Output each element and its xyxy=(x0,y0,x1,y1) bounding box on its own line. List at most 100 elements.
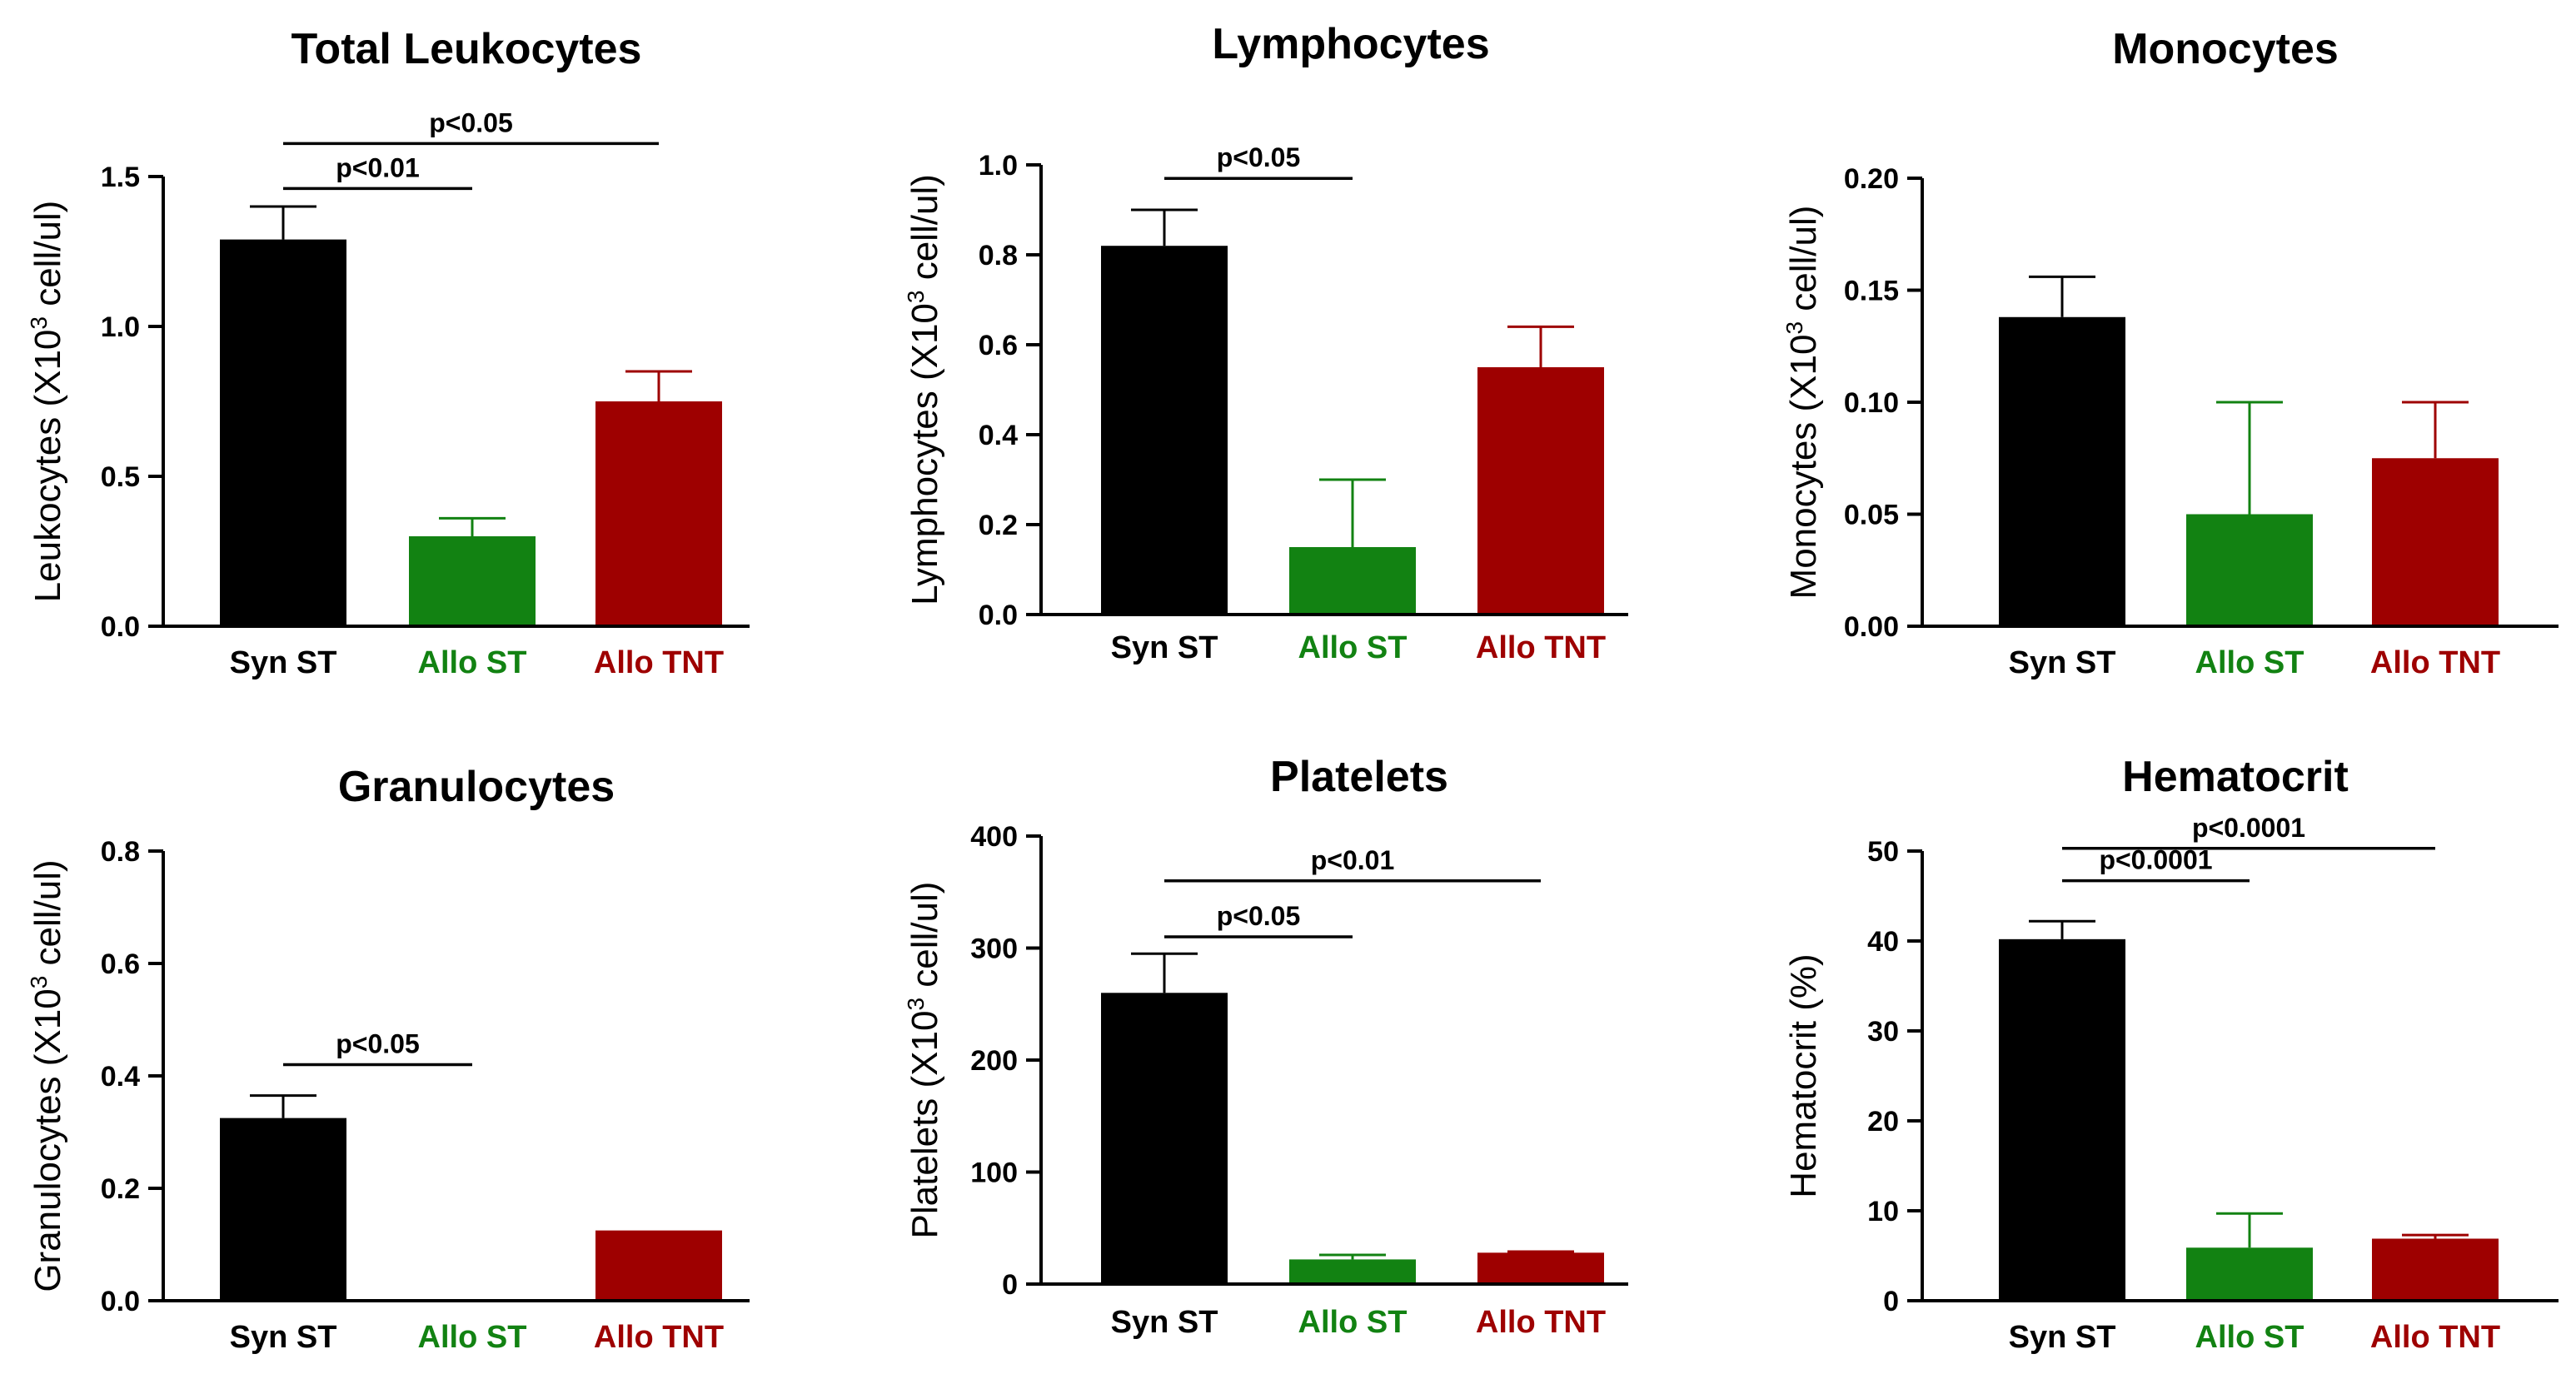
chart-panel-6: Hematocrit Hematocrit (%) 0 10 20 30 40 50 Syn S… xyxy=(1783,753,2559,1355)
y-axis-label-main: Lymphocytes (X10 xyxy=(904,303,945,605)
chart-panel-5: Platelets Platelets (X103 cell/ul) 0 100 200… xyxy=(903,753,1628,1340)
chart-title: Lymphocytes xyxy=(1212,20,1489,68)
y-axis-label-superscript: 3 xyxy=(1781,321,1807,335)
chart-panel-4: Granulocytes Granulocytes (X103 cell/ul) 0… xyxy=(26,763,750,1355)
y-tick-label: 0.6 xyxy=(101,948,140,980)
y-axis-label-superscript: 3 xyxy=(26,976,52,989)
x-category-label: Allo TNT xyxy=(594,645,724,680)
y-axis-label-main: Platelets (X10 xyxy=(904,1011,945,1239)
bar-allo-tnt xyxy=(595,401,722,626)
bar-allo-tnt xyxy=(1477,367,1604,615)
bar-syn-st xyxy=(1101,993,1228,1284)
bar-syn-st xyxy=(1999,938,2125,1301)
p-value-label: p<0.0001 xyxy=(2192,813,2305,843)
y-tick-label: 0.4 xyxy=(979,420,1018,451)
y-axis-label: Monocytes (X103 cell/ul) xyxy=(1781,206,1824,600)
y-tick-label: 0.0 xyxy=(101,1286,140,1317)
chart-panel-2: Lymphocytes Lymphocytes (X103 cell/ul) 0.0… xyxy=(903,20,1628,665)
y-tick-label: 1.0 xyxy=(101,311,140,343)
bar-allo-st xyxy=(2186,514,2313,626)
y-tick-label: 0.05 xyxy=(1844,500,1899,531)
x-category-label: Allo ST xyxy=(2195,645,2304,680)
x-category-label: Allo TNT xyxy=(1476,630,1606,665)
y-axis-label: Lymphocytes (X103 cell/ul) xyxy=(903,174,945,605)
p-value-label: p<0.01 xyxy=(1311,845,1395,875)
y-tick-label: 10 xyxy=(1867,1196,1899,1227)
x-category-label: Allo ST xyxy=(418,1320,527,1355)
y-tick-label: 100 xyxy=(970,1157,1018,1189)
y-tick-label: 50 xyxy=(1867,836,1899,868)
bar-allo-st xyxy=(2186,1247,2313,1301)
bar-allo-tnt xyxy=(2372,458,2499,626)
x-category-label: Allo ST xyxy=(1298,1305,1408,1340)
y-tick-label: 0.00 xyxy=(1844,611,1899,643)
bar-syn-st xyxy=(220,1118,346,1301)
x-category-label: Allo TNT xyxy=(2370,645,2500,680)
x-category-label: Allo TNT xyxy=(2370,1320,2500,1355)
bar-allo-tnt xyxy=(595,1230,722,1301)
x-category-label: Allo ST xyxy=(2195,1320,2304,1355)
y-tick-label: 30 xyxy=(1867,1016,1899,1048)
x-category-label: Syn ST xyxy=(2009,1320,2116,1355)
y-tick-label: 0.2 xyxy=(101,1173,140,1205)
y-tick-label: 40 xyxy=(1867,926,1899,958)
bar-syn-st xyxy=(220,239,346,626)
chart-title: Platelets xyxy=(1270,753,1448,801)
y-tick-label: 0.8 xyxy=(101,836,140,868)
x-category-label: Allo ST xyxy=(1298,630,1408,665)
chart-title: Granulocytes xyxy=(338,763,615,811)
y-tick-label: 400 xyxy=(970,821,1018,853)
bar-allo-tnt xyxy=(2372,1238,2499,1301)
y-tick-label: 1.5 xyxy=(101,162,140,193)
y-tick-label: 1.0 xyxy=(979,150,1018,182)
y-tick-label: 0.2 xyxy=(979,510,1018,541)
y-tick-label: 20 xyxy=(1867,1106,1899,1138)
y-axis-label-units: cell/ul) xyxy=(1783,206,1824,321)
y-tick-label: 0.10 xyxy=(1844,387,1899,419)
y-tick-label: 0.4 xyxy=(101,1061,140,1093)
bar-allo-st xyxy=(409,536,536,626)
x-category-label: Allo ST xyxy=(418,645,527,680)
y-tick-label: 300 xyxy=(970,933,1018,965)
y-tick-label: 0.0 xyxy=(979,600,1018,631)
x-category-label: Syn ST xyxy=(1111,1305,1218,1340)
p-value-label: p<0.0001 xyxy=(2099,845,2212,875)
y-tick-label: 200 xyxy=(970,1045,1018,1077)
y-tick-label: 0.6 xyxy=(979,330,1018,361)
y-tick-label: 0.15 xyxy=(1844,276,1899,307)
bar-syn-st xyxy=(1999,316,2125,626)
y-axis-label: Granulocytes (X103 cell/ul) xyxy=(26,859,68,1292)
y-axis-label: Hematocrit (%) xyxy=(1783,953,1824,1197)
y-axis-label-superscript: 3 xyxy=(26,316,52,330)
bar-syn-st xyxy=(1101,246,1228,615)
p-value-label: p<0.05 xyxy=(336,1029,420,1059)
chart-panel-1: Total Leukocytes Leukocytes (X103 cell/ul… xyxy=(26,25,750,680)
bar-allo-tnt xyxy=(1477,1252,1604,1284)
y-axis-label-superscript: 3 xyxy=(903,998,929,1011)
y-tick-label: 0 xyxy=(1883,1286,1899,1317)
y-axis-label-main: Granulocytes (X10 xyxy=(27,988,68,1292)
y-tick-label: 0.5 xyxy=(101,461,140,493)
p-value-label: p<0.05 xyxy=(1217,142,1301,172)
y-axis-label-units: cell/ul) xyxy=(904,882,945,998)
y-tick-label: 0.0 xyxy=(101,611,140,643)
y-axis-label-units: cell/ul) xyxy=(27,859,68,975)
p-value-label: p<0.01 xyxy=(336,152,420,182)
y-axis-label-main: Leukocytes (X10 xyxy=(27,330,68,603)
bar-allo-st xyxy=(1289,547,1416,615)
y-axis-label-units: cell/ul) xyxy=(904,174,945,290)
y-axis-label: Platelets (X103 cell/ul) xyxy=(903,882,945,1239)
chart-title: Monocytes xyxy=(2112,25,2339,73)
y-axis-label-main: Hematocrit (%) xyxy=(1783,953,1824,1197)
y-tick-label: 0.20 xyxy=(1844,163,1899,195)
x-category-label: Allo TNT xyxy=(594,1320,724,1355)
y-axis-label-superscript: 3 xyxy=(903,291,929,304)
y-axis-label: Leukocytes (X103 cell/ul) xyxy=(26,201,68,603)
x-category-label: Syn ST xyxy=(1111,630,1218,665)
x-category-label: Syn ST xyxy=(2009,645,2116,680)
chart-title: Total Leukocytes xyxy=(291,25,642,73)
x-category-label: Allo TNT xyxy=(1476,1305,1606,1340)
bar-allo-st xyxy=(1289,1259,1416,1284)
chart-panel-3: Monocytes Monocytes (X103 cell/ul) 0.00 0.0… xyxy=(1781,25,2559,680)
chart-title: Hematocrit xyxy=(2122,753,2349,801)
